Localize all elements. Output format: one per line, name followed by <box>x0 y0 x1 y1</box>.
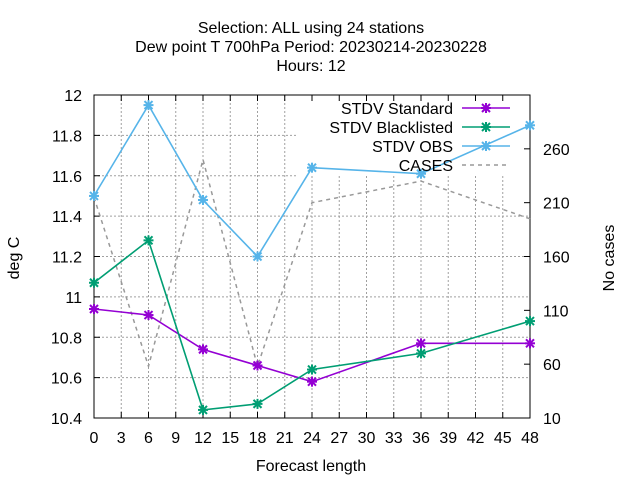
series-stdv-blacklisted <box>89 235 535 415</box>
data-point <box>307 162 317 173</box>
x-axis-label: Forecast length <box>256 458 366 475</box>
legend-entry: STDV OBS <box>372 139 510 156</box>
legend-marker <box>481 141 491 151</box>
data-point <box>416 338 426 349</box>
title-line-1: Selection: ALL using 24 stations <box>198 20 424 37</box>
data-point <box>143 235 154 246</box>
x-tick-label: 48 <box>521 430 539 447</box>
x-tick-label: 39 <box>439 430 457 447</box>
legend-label: STDV OBS <box>372 139 453 156</box>
data-point <box>416 168 426 179</box>
x-tick-label: 21 <box>276 430 294 447</box>
y-tick-label: 11.6 <box>52 169 82 186</box>
data-point <box>143 310 154 321</box>
data-point <box>198 404 208 415</box>
legend-entry: CASES <box>399 158 510 175</box>
data-point <box>252 360 263 371</box>
series-cases <box>93 156 531 369</box>
data-point <box>307 364 317 375</box>
title-line-2: Dew point T 700hPa Period: 20230214-2023… <box>135 39 487 56</box>
x-tick-label: 24 <box>303 430 321 447</box>
x-tick-label: 33 <box>385 430 403 447</box>
y-tick-label: 11.8 <box>52 128 82 145</box>
data-point <box>525 338 535 349</box>
series-layer <box>89 100 535 415</box>
legend-label: CASES <box>399 158 453 175</box>
data-point <box>89 190 99 201</box>
data-point <box>198 194 208 205</box>
data-point <box>89 303 99 314</box>
legend-entry: STDV Standard <box>341 101 510 118</box>
data-point <box>252 398 263 409</box>
axes: 0 3 6 9 12 15 18 21 24 27 30 33 36 39 42 45 4810.410.610… <box>51 88 570 447</box>
data-point <box>198 344 208 355</box>
data-point <box>525 120 535 131</box>
data-point <box>89 277 99 288</box>
y2-tick-label: 260 <box>543 142 570 159</box>
legend-entry: STDV Blacklisted <box>329 120 510 137</box>
x-tick-label: 30 <box>358 430 376 447</box>
legend-marker <box>481 103 491 113</box>
y-tick-label: 11.2 <box>52 250 82 267</box>
y2-axis-label: No cases <box>601 225 618 292</box>
legend-label: STDV Standard <box>341 101 453 118</box>
y-tick-label: 11.4 <box>52 209 82 226</box>
data-point <box>525 316 535 327</box>
chart-title: Selection: ALL using 24 stations Dew poi… <box>135 20 487 75</box>
legend: STDV Standard STDV Blacklisted STDV OBS CAS… <box>329 101 510 175</box>
x-tick-label: 42 <box>467 430 485 447</box>
series-line <box>93 156 531 369</box>
legend-label: STDV Blacklisted <box>329 120 453 137</box>
data-point <box>416 348 426 359</box>
y2-tick-label: 110 <box>543 303 569 320</box>
x-tick-label: 6 <box>144 430 153 447</box>
data-point <box>143 100 154 111</box>
x-tick-label: 45 <box>494 430 512 447</box>
y-tick-label: 11 <box>65 290 82 307</box>
x-tick-label: 9 <box>171 430 180 447</box>
x-tick-label: 18 <box>249 430 267 447</box>
x-tick-label: 36 <box>412 430 430 447</box>
data-point <box>307 376 317 387</box>
y2-tick-label: 210 <box>543 196 570 213</box>
y-tick-label: 12 <box>64 88 82 105</box>
title-line-3: Hours: 12 <box>276 58 345 75</box>
x-tick-label: 27 <box>330 430 348 447</box>
y-axis-label: deg C <box>6 237 23 280</box>
y2-tick-label: 160 <box>543 250 570 267</box>
y-tick-label: 10.8 <box>51 330 82 347</box>
legend-marker <box>481 122 491 132</box>
x-tick-label: 3 <box>117 430 126 447</box>
y2-tick-label: 60 <box>543 357 561 374</box>
x-tick-label: 12 <box>194 430 212 447</box>
series-stdv-standard <box>89 303 535 387</box>
series-stdv-obs <box>89 100 535 262</box>
x-tick-label: 0 <box>90 430 99 447</box>
x-tick-label: 15 <box>221 430 239 447</box>
y-tick-label: 10.4 <box>51 411 82 428</box>
y-tick-label: 10.6 <box>51 371 82 388</box>
y2-tick-label: 10 <box>543 411 561 428</box>
data-point <box>252 251 263 262</box>
